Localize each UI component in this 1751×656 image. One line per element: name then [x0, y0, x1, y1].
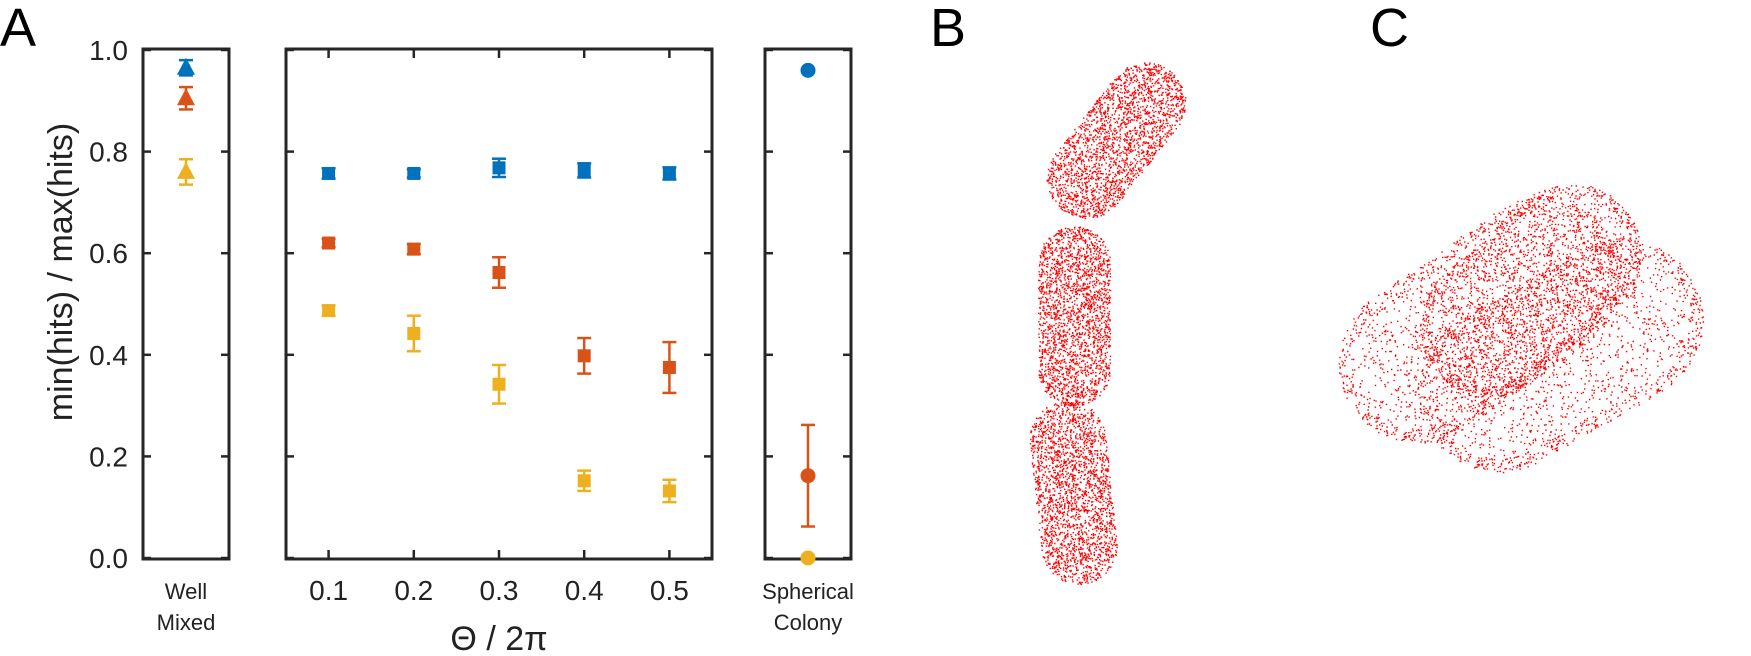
y-tick-label: 0.2: [89, 441, 128, 472]
theta-point-s2-2: [492, 377, 506, 391]
cat-label-mixed: Mixed: [157, 610, 216, 635]
wellmixed-point-2: [177, 161, 195, 179]
plot-frame-well-mixed: [141, 47, 231, 561]
theta-point-s1-4: [662, 361, 676, 374]
wellmixed-point-1: [177, 88, 195, 106]
cluster-rod-1-points: [1338, 197, 1623, 444]
theta-point-s1-2: [492, 266, 506, 280]
y-tick-label: 0.4: [89, 340, 128, 371]
panel-c-cluster: [1338, 185, 1704, 474]
cat-label-spherical: Spherical: [762, 579, 854, 604]
theta-point-s2-0: [322, 304, 336, 318]
cell-rod-3-points: [1029, 401, 1118, 585]
cat-label-well: Well: [165, 579, 207, 604]
spherical-point-1: [800, 468, 816, 484]
theta-point-s2-1: [407, 326, 421, 340]
cell-rod-1: [1046, 62, 1187, 220]
y-tick-label: 0.0: [89, 543, 128, 574]
wellmixed-point-0: [177, 57, 195, 75]
theta-point-s0-4: [662, 166, 676, 180]
x-tick-label: 0.2: [394, 575, 433, 606]
y-tick-label: 0.6: [89, 238, 128, 269]
x-tick-label: 0.3: [480, 575, 519, 606]
cat-label-colony: Colony: [774, 610, 842, 635]
panel-letter-c: C: [1370, 0, 1409, 58]
plot-frame-theta: [284, 47, 714, 561]
spherical-point-0: [800, 62, 816, 78]
theta-point-s0-3: [577, 163, 591, 177]
theta-point-s0-1: [407, 166, 421, 180]
cell-rod-1-points: [1046, 62, 1187, 220]
spherical-point-2: [800, 550, 816, 566]
theta-point-s1-1: [407, 242, 421, 256]
marks-layer: [177, 57, 816, 566]
panel-letter-a: A: [0, 0, 36, 58]
y-tick-label: 1.0: [89, 35, 128, 66]
theta-point-s2-3: [577, 474, 591, 488]
cluster-rod-3: [1419, 185, 1642, 398]
y-tick-label: 0.8: [89, 137, 128, 168]
cluster-rod-2-points: [1417, 238, 1704, 474]
cell-rod-3: [1029, 401, 1118, 585]
theta-point-s1-3: [577, 349, 591, 363]
theta-point-s2-4: [662, 484, 676, 498]
panel-letter-b: B: [930, 0, 966, 58]
x-tick-label: 0.5: [650, 575, 689, 606]
y-axis-label: min(hits) / max(hits): [42, 123, 80, 421]
x-tick-label: 0.1: [309, 575, 348, 606]
ticks-layer: 0.0 0.2 0.4 0.6 0.8 1.0 0.1 0.2 0.3 0.4 0.5: [89, 35, 851, 606]
cell-rod-2-points: [1038, 226, 1112, 407]
panel-b-cells: [1029, 62, 1187, 585]
cluster-rod-1: [1338, 197, 1623, 444]
cluster-rod-3-points: [1419, 185, 1642, 398]
cluster-rod-2: [1417, 238, 1704, 474]
theta-point-s0-2: [492, 161, 506, 175]
theta-point-s1-0: [322, 236, 336, 250]
x-axis-label-theta: Θ / 2π: [450, 620, 547, 656]
x-tick-label: 0.4: [565, 575, 604, 606]
cell-rod-2: [1038, 226, 1112, 407]
theta-point-s0-0: [322, 166, 336, 180]
